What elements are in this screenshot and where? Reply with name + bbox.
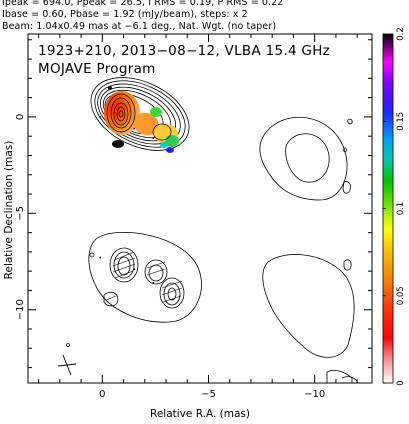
upper-faint-jet-contours bbox=[259, 116, 353, 201]
lower-polarization-contours bbox=[88, 231, 202, 323]
x-tick-label: 0 bbox=[99, 389, 105, 400]
y-tick-label: 0 bbox=[15, 114, 26, 120]
component-marker bbox=[152, 137, 155, 140]
y-axis: 0 −5 −10 bbox=[15, 39, 372, 369]
x-tick-label: −5 bbox=[201, 389, 216, 400]
colorbar-tick-label: 0.05 bbox=[396, 286, 406, 305]
chart-subtitle: MOJAVE Program bbox=[38, 61, 156, 77]
colorbar-tick-label: 0.2 bbox=[396, 27, 406, 41]
component-marker bbox=[152, 281, 155, 284]
chart-title: 1923+210, 2013−08−12, VLBA 15.4 GHz bbox=[38, 43, 330, 59]
colorbar-tick-label: 0.15 bbox=[396, 112, 406, 131]
x-axis-label: Relative R.A. (mas) bbox=[150, 408, 250, 420]
upper-color-emission bbox=[104, 86, 179, 153]
y-tick-label: −5 bbox=[15, 206, 26, 221]
component-marker bbox=[99, 256, 102, 259]
component-marker bbox=[133, 127, 136, 130]
colorbar-tick-label: 0.1 bbox=[396, 202, 406, 216]
lower-hatching bbox=[105, 251, 183, 303]
plot-frame bbox=[27, 33, 373, 384]
noise-contours bbox=[66, 147, 347, 347]
component-marker bbox=[99, 116, 102, 118]
header-line-1: Ipeak = 694.0, Ppeak = 26.5, I RMS = 0.1… bbox=[2, 0, 284, 8]
y-axis-label: Relative Declination (mas) bbox=[3, 141, 15, 280]
x-tick-label: −10 bbox=[304, 389, 325, 400]
colorbar-tick-label: 0 bbox=[396, 380, 406, 385]
upper-core-contours bbox=[106, 93, 172, 141]
y-tick-label: −10 bbox=[15, 299, 26, 320]
x-axis: 0 −5 −10 bbox=[38, 34, 358, 400]
header-line-3: Beam: 1.04x0.49 mas at −6.1 deg., Nat. W… bbox=[2, 21, 277, 32]
lower-faint-jet-contours bbox=[262, 254, 359, 383]
beam-marker bbox=[57, 354, 77, 376]
component-marker bbox=[133, 268, 136, 271]
colorbar: 0 0.05 0.1 0.15 0.2 bbox=[382, 27, 406, 386]
header-line-2: Ibase = 0.60, Pbase = 1.92 (mJy/beam), s… bbox=[2, 9, 248, 20]
